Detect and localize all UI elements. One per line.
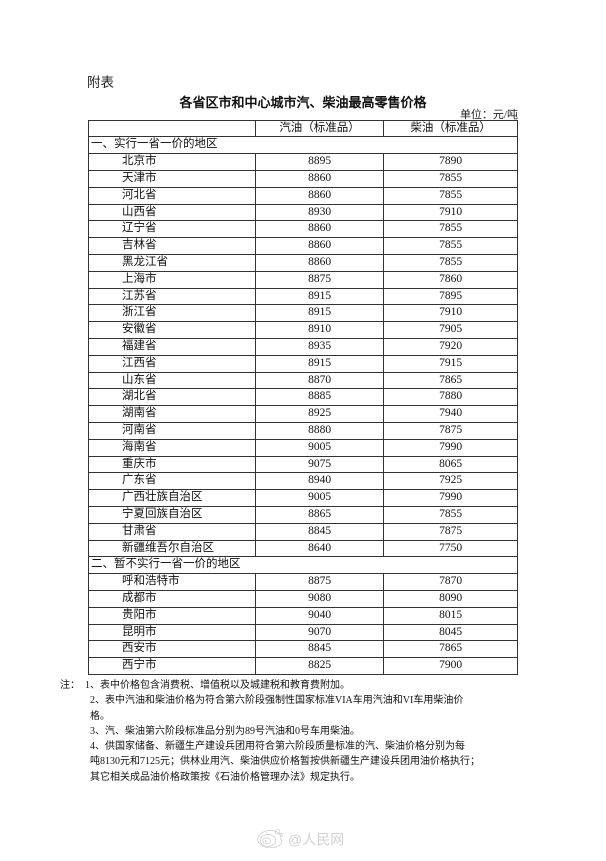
- svg-text:@人民网: @人民网: [288, 832, 344, 848]
